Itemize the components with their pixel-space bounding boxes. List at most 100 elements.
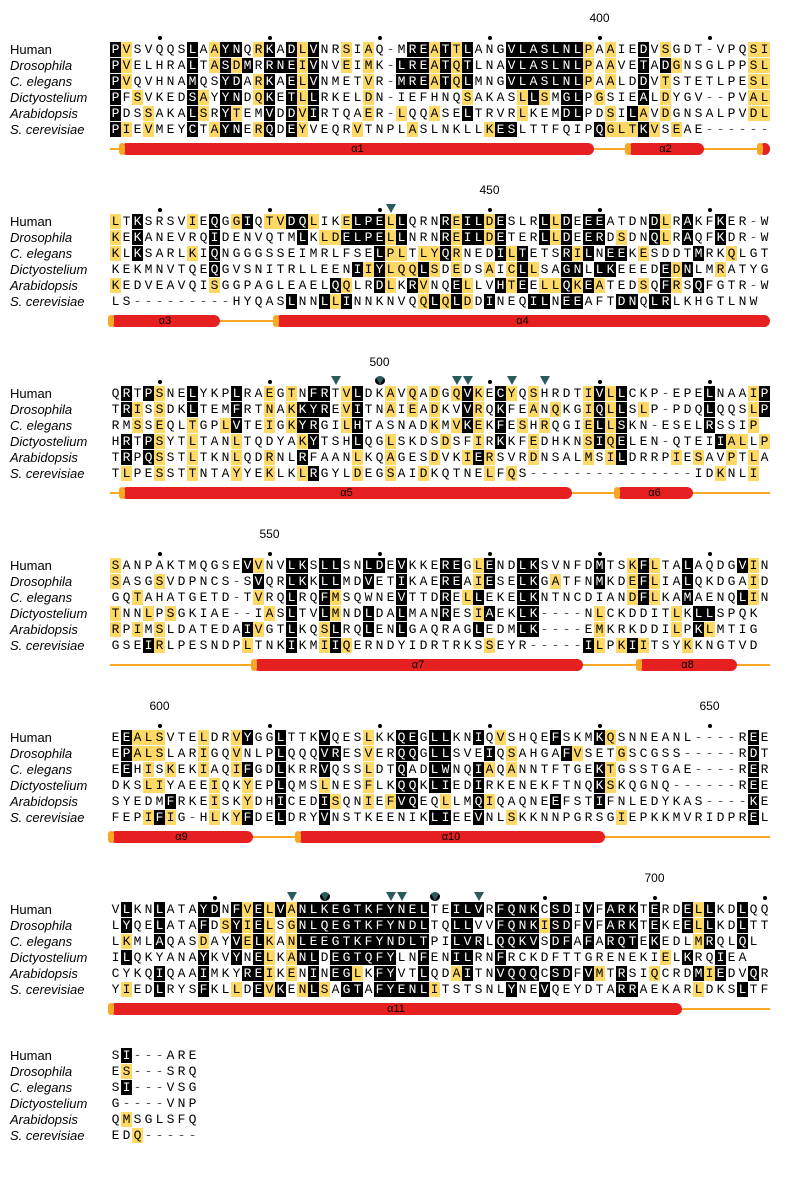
sequence: LTKSRSVIEQGGIQTVDQLIKELPELLQRNREILDESLRL… (110, 214, 770, 229)
alignment-row: C. elegansGQTAHATGETD-TVRQLRQFMSQWNEVTTD… (10, 589, 790, 605)
species-label: Dictyostelium (10, 779, 110, 792)
species-label: Arabidopsis (10, 795, 110, 808)
sequence: ILQKYANAYKVYNELKANLDEGTQFYLNFENILRNFRCKD… (110, 950, 748, 965)
alignment-block: HumanSI---AREDrosophilaES---SRQC. elegan… (10, 1047, 790, 1143)
sequence: SI---VSG (110, 1080, 198, 1095)
alignment-row: ArabidopsisPDSSAKALSRYTEMVDDVIRTQAER-LQQ… (10, 105, 790, 121)
helix-α8: α8 (638, 659, 737, 671)
sequence: SANPAKTMQGSEVVNVLKSLLSNLDEVKKEREGLENDLKS… (110, 558, 770, 573)
sequence: LKMLAQASDAYVELKANLEEGTKFYNDLTPILVRLQQKVS… (110, 934, 759, 949)
sequence: KEKANEVRQIDENVQTMLKLDELPELLNRNREILDETERL… (110, 230, 770, 245)
helix-segment (759, 143, 770, 155)
alignment-row: DictyosteliumG----VNP (10, 1095, 790, 1111)
alignment-row: DictyosteliumPFSVKEDSAYYNDQKETLLRKELDN-I… (10, 89, 790, 105)
species-label: C. elegans (10, 247, 110, 260)
alignment-row: HumanLTKSRSVIEQGGIQTVDQLIKELPELLQRNREILD… (10, 213, 790, 229)
species-label: Arabidopsis (10, 279, 110, 292)
species-label: C. elegans (10, 763, 110, 776)
sequence: PDSSAKALSRYTEMVDDVIRTQAER-LQQASELTRVRLKE… (110, 106, 770, 121)
species-label: Human (10, 731, 110, 744)
sequence: EDQ----- (110, 1128, 198, 1143)
sequence: PVELHRALTASDMRRNEIVNVEIMK-LREATQTLNAVLAS… (110, 58, 770, 73)
helix-α11: α11 (110, 1003, 682, 1015)
sequence: LS---------HYQASLNNLLINNKNVQQLQLDDINEQIL… (110, 294, 759, 309)
sequence: CYKQIQAAIMKYREIKENINEGLKFYVTLQDAITNVQQQC… (110, 966, 770, 981)
alignment-row: HumanSANPAKTMQGSEVVNVLKSLLSNLDEVKKEREGLE… (10, 557, 790, 573)
alignment-row: ArabidopsisTRPQSSTLTKNLQDRNLRFAANLKQAGES… (10, 449, 790, 465)
alignment-row: ArabidopsisKEDVEAVQISGGPAGLEAELQQLRDLKRV… (10, 277, 790, 293)
species-label: Drosophila (10, 747, 110, 760)
sequence: HRTPSYTLTANLTQDYAKYTSHLQGLSKDSDSFIRKKFED… (110, 434, 770, 449)
sequence: TNNLPSGKIAE--IASLTVLMNDLDALMANRESIAEKLK-… (110, 606, 759, 621)
sequence: DKSLIYAEEIQKYEPLQMSLNESFLKQQKLIEDIRKENEK… (110, 778, 770, 793)
alignment-block: 400HumanPVSVQQSLAAYNQRKADLVNRSIAQ-MREATT… (10, 15, 790, 159)
species-label: Dictyostelium (10, 607, 110, 620)
alignment-row: S. cerevisiaeTLPESSTTNTAYYEKLKLRGYLDEGSA… (10, 465, 790, 481)
position-markers: 450 (110, 197, 790, 213)
species-label: Arabidopsis (10, 451, 110, 464)
secondary-structure: α1 α2 (110, 139, 790, 159)
alignment-row: ArabidopsisCYKQIQAAIMKYREIKENINEGLKFYVTL… (10, 965, 790, 981)
helix-α3: α3 (110, 315, 220, 327)
species-label: Arabidopsis (10, 107, 110, 120)
alignment-row: DictyosteliumDKSLIYAEEIQKYEPLQMSLNESFLKQ… (10, 777, 790, 793)
species-label: S. cerevisiae (10, 123, 110, 136)
secondary-structure: α7 α8 (110, 655, 790, 675)
secondary-structure: α11 (110, 999, 790, 1019)
species-label: Dictyostelium (10, 1097, 110, 1110)
alignment-row: DictyosteliumILQKYANAYKVYNELKANLDEGTQFYL… (10, 949, 790, 965)
species-label: C. elegans (10, 1081, 110, 1094)
species-label: Human (10, 387, 110, 400)
species-label: C. elegans (10, 419, 110, 432)
species-label: Dictyostelium (10, 951, 110, 964)
sequence: KEKMNVTQEQGVSNITRLLEENIIYLQQLSDEDSAICLLS… (110, 262, 770, 277)
alignment-row: HumanVLKNLATAYDNFVELVANLKEGTKFYNELTEILVR… (10, 901, 790, 917)
alignment-row: DrosophilaEPALSLARIGQVNLPLQQQVRESVERQQGL… (10, 745, 790, 761)
species-label: Arabidopsis (10, 1113, 110, 1126)
helix-α5: α5 (121, 487, 572, 499)
alignment-row: DrosophilaLYQELATAFDSYIELSGNLQEGTKFYNDLT… (10, 917, 790, 933)
species-label: S. cerevisiae (10, 1129, 110, 1142)
sequence: TRISSDKLTEMFRTNAKKYREVITNAIEADKVVRQKFEAN… (110, 402, 770, 417)
sequence: EEHISKEKIAQIFGDLKRRVQSSLDTQADLWNQIAQANNT… (110, 762, 770, 777)
helix-α9: α9 (110, 831, 253, 843)
sequence: LYQELATAFDSYIELSGNLQEGTKFYNDLTQLLVVFQNKI… (110, 918, 770, 933)
alignment-row: C. elegansKLKSARLKIQNGGGSSEIMRLFSELPLTLY… (10, 245, 790, 261)
alignment-row: S. cerevisiaeFEPIFIG-HLKYFDELDRYVNSTKEEN… (10, 809, 790, 825)
alignment-row: DrosophilaPVELHRALTASDMRRNEIVNVEIMK-LREA… (10, 57, 790, 73)
helix-α7: α7 (253, 659, 583, 671)
species-label: Human (10, 559, 110, 572)
sequence: QRTPSNELYKPLRAEGTNFRTVLDKAVQADGQVKECYQSH… (110, 386, 770, 401)
species-label: S. cerevisiae (10, 295, 110, 308)
alignment-row: HumanPVSVQQSLAAYNQRKADLVNRSIAQ-MREATTLAN… (10, 41, 790, 57)
species-label: C. elegans (10, 591, 110, 604)
sequence: EPALSLARIGQVNLPLQQQVRESVERQQGLLSVEIQSAHG… (110, 746, 770, 761)
sequence: TRPQSSTLTKNLQDRNLRFAANLKQAGESDVKIERSVRDN… (110, 450, 770, 465)
alignment-row: S. cerevisiaeGSEIRLPESNDPLTNKIKMIIQERNDY… (10, 637, 790, 653)
sequence: GSEIRLPESNDPLTNKIKMIIQERNDYIDRTRKSSEYR--… (110, 638, 759, 653)
position-markers: 550 (110, 541, 790, 557)
alignment-block: 600650HumanEEALSVTELDRVYGGLTTKVQESLKKQEG… (10, 703, 790, 847)
sequence: PFSVKEDSAYYNDQKETLLRKELDN-IEFHNQSAKASLLS… (110, 90, 770, 105)
alignment-row: HumanQRTPSNELYKPLRAEGTNFRTVLDKAVQADGQVKE… (10, 385, 790, 401)
alignment-row: DrosophilaSASGSVDPNCS-SVQRLKKLLMDVETIKAE… (10, 573, 790, 589)
sequence: VLKNLATAYDNFVELVANLKEGTKFYNELTEILVRFQNKC… (110, 902, 770, 917)
sequence: RMSSEQLTGPLVTEIGKYRGILHTASNADKMVKEKFESHR… (110, 418, 759, 433)
helix-α2: α2 (627, 143, 704, 155)
helix-α4: α4 (275, 315, 770, 327)
alignment-row: DrosophilaTRISSDKLTEMFRTNAKKYREVITNAIEAD… (10, 401, 790, 417)
alignment-block: 700HumanVLKNLATAYDNFVELVANLKEGTKFYNELTEI… (10, 875, 790, 1019)
species-label: Dictyostelium (10, 263, 110, 276)
alignment-block: 500HumanQRTPSNELYKPLRAEGTNFRTVLDKAVQADGQ… (10, 359, 790, 503)
helix-α1: α1 (121, 143, 594, 155)
sequence: KEDVEAVQISGGPAGLEAELQQLRDLKRVNQELLVHTEEL… (110, 278, 770, 293)
species-label: Dictyostelium (10, 91, 110, 104)
species-label: Human (10, 1049, 110, 1062)
species-label: S. cerevisiae (10, 467, 110, 480)
alignment-row: HumanEEALSVTELDRVYGGLTTKVQESLKKQEGLLKNIQ… (10, 729, 790, 745)
alignment-row: C. elegansEEHISKEKIAQIFGDLKRRVQSSLDTQADL… (10, 761, 790, 777)
alignment-block: 450HumanLTKSRSVIEQGGIQTVDQLIKELPELLQRNRE… (10, 187, 790, 331)
alignment-row: HumanSI---ARE (10, 1047, 790, 1063)
position-markers: 700 (110, 885, 790, 901)
species-label: S. cerevisiae (10, 983, 110, 996)
